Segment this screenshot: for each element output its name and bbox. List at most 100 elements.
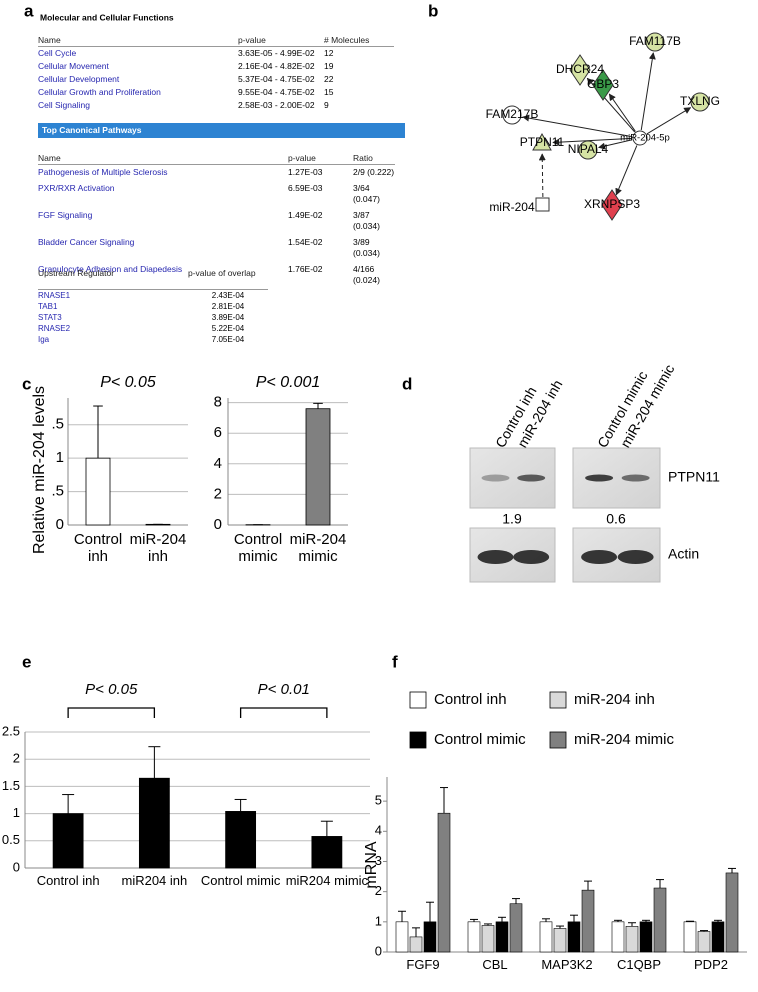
table-cell: 9	[324, 100, 329, 110]
bar	[553, 928, 567, 953]
table-cell: 1.49E-02	[288, 210, 323, 220]
node-label: TXLNG	[680, 94, 720, 108]
network-edge	[615, 145, 638, 196]
table-cell: 4/166 (0.024)	[353, 264, 380, 285]
blot-band	[517, 474, 546, 482]
blot-band	[481, 474, 510, 482]
significance-bracket	[239, 707, 328, 718]
node-label: NIPAL4	[568, 142, 609, 156]
network-edge	[538, 153, 546, 198]
table-row: Pathogenesis of Multiple Sclerosis 1.27E-…	[38, 165, 395, 182]
legend-label: Control mimic	[434, 731, 526, 748]
node-shape	[502, 105, 522, 125]
y-tick-label: 6	[214, 424, 222, 441]
table-row: TAB1 2.81E-04	[38, 301, 268, 312]
node-shape	[645, 32, 665, 52]
x-tick-label: miR204 inh	[121, 873, 188, 888]
node-shape	[535, 197, 550, 212]
network-edge	[522, 114, 633, 138]
table-cell: TAB1	[38, 302, 58, 311]
x-tick-label: Control inh	[36, 873, 100, 888]
table-row: Iga 7.05E-04	[38, 334, 268, 345]
bar	[481, 925, 495, 953]
node-label: FAM217B	[486, 107, 539, 121]
table-cell: 2/9 (0.222)	[353, 167, 395, 177]
panel-label: b	[428, 1, 438, 20]
network-edge	[608, 93, 636, 132]
blot-band	[513, 550, 550, 564]
bar	[305, 408, 331, 526]
blot-label: PTPN11	[668, 469, 720, 485]
table-cell: 6.59E-03	[288, 183, 323, 193]
table-cell: 3/87 (0.034)	[353, 210, 380, 231]
table-row: RNASE1 2.43E-04	[38, 289, 268, 301]
bar	[52, 813, 84, 869]
panel-label: e	[22, 652, 31, 671]
chart-title: P< 0.001	[256, 374, 321, 391]
table-cell: Cellular Movement	[38, 61, 109, 71]
table-cell: 15	[324, 87, 334, 97]
y-tick-label: .5	[51, 483, 64, 500]
y-tick-label: 0	[214, 516, 222, 533]
node-shape	[601, 189, 623, 221]
pathways-table: Name p-value Ratio Pathogenesis of Multiple…	[38, 152, 395, 289]
table-cell: 19	[324, 61, 334, 71]
node-label: miR-204-5p	[620, 133, 670, 144]
legend-swatch	[549, 691, 567, 709]
table-cell: STAT3	[38, 313, 62, 322]
panel-label: d	[402, 374, 412, 393]
y-tick-label: 1	[56, 449, 64, 466]
table-row: Cellular Growth and Proliferation 9.55E-0…	[38, 86, 394, 99]
y-tick-label: 4	[214, 455, 222, 472]
blot-band	[621, 474, 650, 482]
bar	[437, 812, 451, 953]
y-axis-label: mRNA	[363, 841, 380, 888]
bar	[625, 926, 639, 953]
significance-bracket	[67, 707, 156, 718]
y-tick-label: .5	[51, 416, 64, 433]
significance-label: P< 0.01	[258, 681, 310, 698]
y-tick-label: 1	[375, 913, 382, 928]
table-cell: Bladder Cancer Signaling	[38, 237, 135, 247]
table-cell: 1.54E-02	[288, 237, 323, 247]
header-cell: p-value of overlap	[188, 268, 256, 278]
table-cell: FGF Signaling	[38, 210, 93, 220]
table-row: Cellular Movement 2.16E-04 - 4.82E-02 19	[38, 60, 394, 73]
legend-swatch	[409, 691, 427, 709]
node-shape	[578, 140, 598, 160]
bar	[611, 921, 625, 953]
section-title: Molecular and Cellular Functions	[40, 12, 174, 22]
blot-band	[585, 474, 614, 482]
x-tick-label: CBL	[482, 957, 508, 972]
table-row: Cellular Development 5.37E-04 - 4.75E-02 2…	[38, 73, 394, 86]
panel-label: a	[24, 1, 34, 20]
table-cell: 5.37E-04 - 4.75E-02	[238, 74, 315, 84]
table-cell: Cellular Development	[38, 74, 120, 84]
bar	[697, 931, 711, 953]
node-shape	[592, 69, 614, 101]
table-cell: 2.43E-04	[188, 289, 268, 301]
table-cell: 2.58E-03 - 2.00E-02	[238, 100, 315, 110]
bar	[138, 777, 170, 869]
node-shape	[532, 132, 552, 151]
table-cell: 2.16E-04 - 4.82E-02	[238, 61, 315, 71]
y-tick-label: 1.5	[2, 778, 20, 793]
legend-swatch	[409, 731, 427, 749]
table-cell: 7.05E-04	[211, 335, 245, 344]
table-cell: Cell Signaling	[38, 100, 90, 110]
banner-title: Top Canonical Pathways	[42, 125, 142, 135]
functions-table: Name p-value # Molecules Cell Cycle 3.63E-05…	[38, 34, 394, 112]
blot-band	[581, 550, 618, 564]
legend-label: miR-204 inh	[574, 691, 655, 708]
bar	[225, 811, 257, 869]
table-cell: 1.27E-03	[288, 167, 323, 177]
node-label: FAM117B	[629, 34, 681, 48]
x-tick-label: FGF9	[406, 957, 440, 972]
legend-label: Control inh	[434, 691, 507, 708]
y-tick-label: 5	[375, 793, 382, 808]
bar	[539, 921, 553, 953]
table-cell: 1.76E-02	[288, 264, 323, 274]
table-row: STAT3 3.89E-04	[38, 312, 268, 323]
table-cell: 9.55E-04 - 4.75E-02	[238, 87, 315, 97]
x-tick-label: PDP2	[694, 957, 728, 972]
